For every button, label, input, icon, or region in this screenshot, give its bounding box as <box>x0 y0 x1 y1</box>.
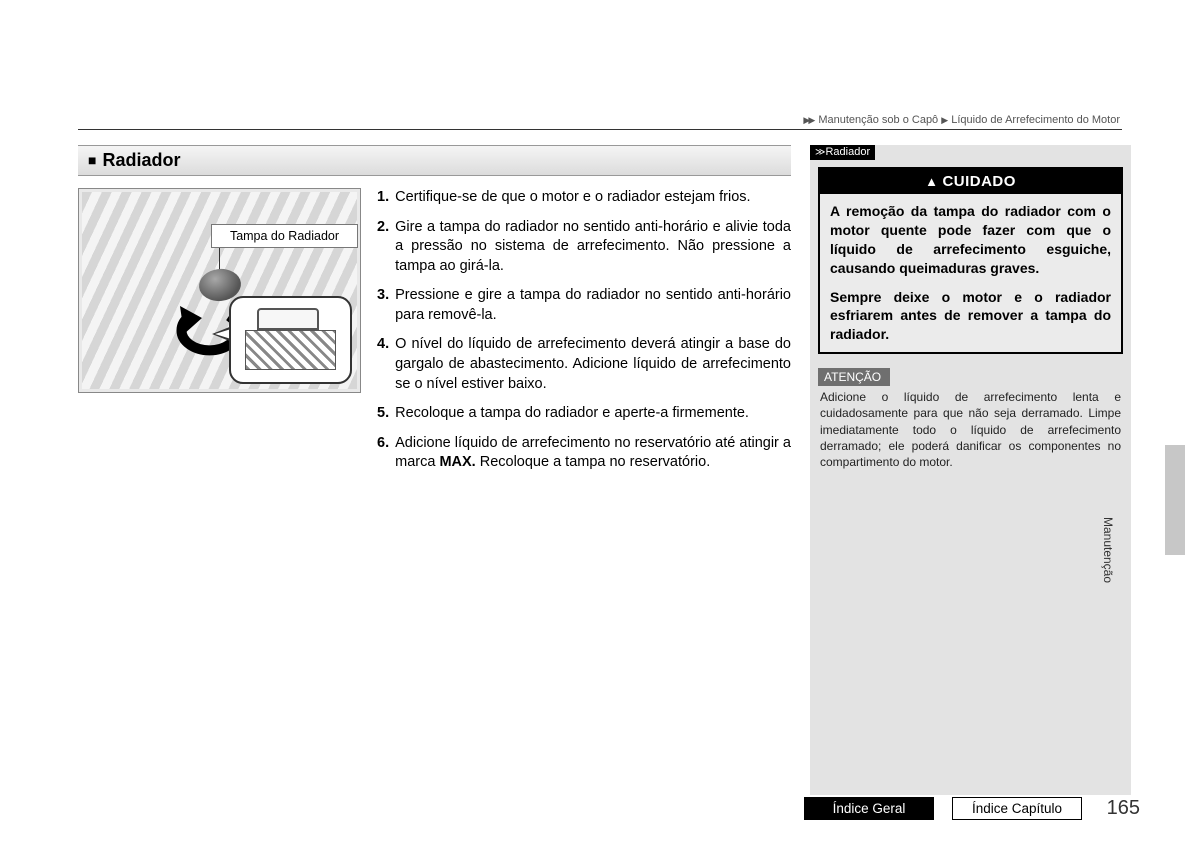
step-item: 6Adicione líquido de arrefecimento no re… <box>377 434 791 473</box>
step-item: 3Pressione e gire a tampa do radiador no… <box>377 286 791 325</box>
chapter-index-button[interactable]: Índice Capítulo <box>952 797 1082 820</box>
section-title: Radiador <box>102 150 180 170</box>
step-item: 5 Recoloque a tampa do radiador e aperte-… <box>377 404 791 424</box>
attention-text: Adicione o líquido de arrefecimento lent… <box>818 389 1123 470</box>
breadcrumb-separator-icon: ▶ <box>941 115 946 125</box>
diagram-label: Tampa do Radiador <box>211 224 358 248</box>
step-number: 2 <box>377 218 389 277</box>
warning-triangle-icon: ▲ <box>925 174 938 189</box>
step-text: O nível do líquido de arrefecimento deve… <box>395 335 791 394</box>
step-item: 1 Certifique-se de que o motor e o radiad… <box>377 188 791 208</box>
step-number: 6 <box>377 434 389 473</box>
warning-text: A remoção da tampa do radiador com o mot… <box>830 202 1111 278</box>
attention-heading: ATENÇÃO <box>818 368 890 386</box>
info-sidebar: ≫Radiador ▲CUIDADO A remoção da tampa do… <box>810 145 1131 795</box>
warning-box: ▲CUIDADO A remoção da tampa do radiador … <box>818 167 1123 354</box>
warning-heading: ▲CUIDADO <box>820 169 1121 194</box>
sidebar-section-ref: ≫Radiador <box>810 145 875 160</box>
callout-cap-icon <box>257 308 319 330</box>
chapter-tab: Manutenção <box>1165 445 1185 555</box>
step-number: 4 <box>377 335 389 394</box>
section-bullet-icon: ■ <box>88 152 96 168</box>
warning-text: Sempre deixe o motor e o radiador esfria… <box>830 288 1111 345</box>
header-rule <box>78 129 1122 130</box>
warning-body: A remoção da tampa do radiador com o mot… <box>820 194 1121 352</box>
breadcrumb-part2: Líquido de Arrefecimento do Motor <box>951 114 1120 126</box>
diagram-callout <box>229 296 352 384</box>
step-text: Recoloque a tampa do radiador e aperte-a… <box>395 404 749 424</box>
breadcrumb-part1: Manutenção sob o Capô <box>818 114 938 126</box>
radiator-diagram: Tampa do Radiador <box>78 188 361 393</box>
step-item: 4O nível do líquido de arrefecimento dev… <box>377 335 791 394</box>
step-text: Gire a tampa do radiador no sentido anti… <box>395 218 791 277</box>
step-number: 3 <box>377 286 389 325</box>
step-number: 1 <box>377 188 389 208</box>
step-text: Certifique-se de que o motor e o radiado… <box>395 188 750 208</box>
general-index-button[interactable]: Índice Geral <box>804 797 934 820</box>
page-number: 165 <box>1100 797 1140 820</box>
step-number: 5 <box>377 404 389 424</box>
ref-marker-icon: ≫ <box>815 147 822 158</box>
step-item: 2Gire a tampa do radiador no sentido ant… <box>377 218 791 277</box>
section-header: ■ Radiador <box>78 145 791 176</box>
page-footer: Índice Geral Índice Capítulo 165 <box>804 797 1140 820</box>
step-text: Adicione líquido de arrefecimento no res… <box>395 434 791 473</box>
instruction-steps: 1 Certifique-se de que o motor e o radiad… <box>377 188 791 483</box>
breadcrumb-marker-icon: ▶▶ <box>803 115 813 125</box>
chapter-tab-label: Manutenção <box>1101 495 1115 605</box>
step-text: Pressione e gire a tampa do radiador no … <box>395 286 791 325</box>
breadcrumb: ▶▶ Manutenção sob o Capô ▶ Líquido de Ar… <box>803 114 1120 126</box>
